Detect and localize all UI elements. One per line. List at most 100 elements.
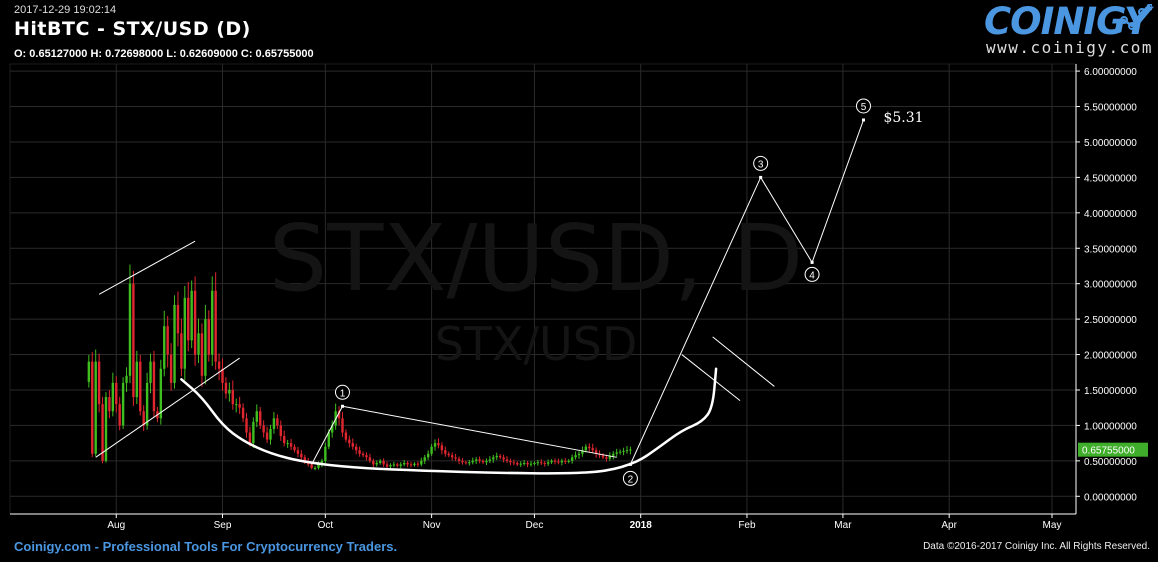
y-tick-label: 0.50000000 (1084, 457, 1137, 468)
candle-body (248, 432, 252, 444)
candle-body (464, 462, 468, 464)
candle-body (567, 460, 570, 462)
ohlc-readout: O: 0.65127000 H: 0.72698000 L: 0.6260900… (14, 48, 314, 60)
y-tick-label: 2.00000000 (1084, 351, 1137, 362)
x-tick-label: 2018 (630, 520, 653, 531)
candle-body (601, 455, 605, 458)
y-tick-label: 3.00000000 (1084, 280, 1137, 291)
y-tick-label: 1.50000000 (1084, 386, 1137, 397)
y-tick-label: 2.50000000 (1084, 315, 1137, 326)
candle-body (200, 333, 204, 376)
wave-point-marker (759, 175, 763, 179)
candle-body (283, 436, 286, 444)
candle-body (413, 463, 416, 466)
candle-body (159, 368, 163, 419)
candle-body (447, 453, 450, 456)
candle-body (293, 446, 296, 451)
candle-body (372, 460, 375, 465)
axes: 0.00000000 0.50000000 1.00000000 1.50000000… (10, 64, 1148, 531)
candle-body (276, 418, 279, 426)
candle-body (344, 432, 348, 440)
candle-body (481, 460, 485, 463)
candle-body (540, 462, 543, 464)
x-tick-label: Oct (318, 520, 334, 531)
candle-body (330, 425, 334, 433)
y-tick-label: 1.00000000 (1084, 421, 1137, 432)
x-tick-label: Dec (526, 520, 544, 531)
candle-body (591, 448, 594, 451)
candle-body (529, 463, 533, 465)
candle-body (420, 460, 423, 465)
candle-body (197, 333, 200, 355)
candle-body (440, 445, 444, 451)
candle-body (87, 361, 91, 382)
candle-body (560, 460, 564, 463)
candle-body (471, 460, 474, 463)
candle-body (433, 443, 437, 447)
candle-body (612, 453, 615, 456)
y-tick-label: 4.50000000 (1084, 173, 1137, 184)
candle-body (608, 455, 612, 459)
candle-body (211, 290, 214, 355)
candle-body (522, 462, 526, 464)
candle-body (224, 382, 228, 394)
candle-body (166, 326, 169, 355)
candle-body (104, 397, 108, 461)
candle-body (337, 411, 341, 419)
candle-body (207, 319, 211, 355)
candle-body (516, 462, 519, 465)
wave-point-marker (861, 118, 865, 122)
candle-body (509, 460, 512, 463)
x-tick-label: May (1043, 520, 1062, 531)
candle-body (570, 457, 574, 461)
x-tick-label: Mar (834, 520, 852, 531)
candle-body (389, 465, 392, 467)
candle-body (125, 375, 128, 383)
candle-body (615, 452, 618, 454)
wave-label-circle (855, 98, 871, 114)
candle-body (231, 389, 234, 405)
candle-body (557, 461, 560, 463)
logo-url: www.coinigy.com (986, 38, 1153, 57)
candle-body (217, 361, 221, 369)
x-tick-label: Nov (423, 520, 441, 531)
candle-body (272, 418, 276, 429)
candle-body (317, 464, 320, 468)
wave-point-marker (628, 462, 632, 466)
candle-body (135, 361, 139, 398)
candle-body (94, 361, 97, 454)
candle-body (262, 425, 265, 433)
candle-body (265, 432, 269, 440)
candle-body (468, 462, 471, 464)
footer-tagline[interactable]: Coinigy.com - Professional Tools For Cry… (14, 539, 398, 554)
wave-label-circle (334, 384, 350, 400)
trend-line-icon (1113, 4, 1152, 33)
candle-body (546, 462, 550, 464)
last-price-tag (1078, 442, 1148, 457)
candle-body (91, 361, 94, 454)
candle-body (574, 455, 577, 458)
candle-body (235, 404, 238, 406)
candle-body (618, 451, 622, 453)
y-tick-label: 0.00000000 (1084, 492, 1137, 503)
candle-body (450, 455, 454, 458)
candle-body (553, 460, 557, 462)
candle-body (121, 382, 125, 426)
cup-handle-curve (180, 367, 718, 475)
candle-body (392, 464, 396, 466)
candle-body (324, 446, 327, 461)
watermark-symbol: STX/USD (435, 317, 638, 371)
candle-body (533, 462, 536, 464)
candle-body (241, 407, 245, 419)
candle-body (378, 460, 382, 463)
candle-body (255, 411, 258, 422)
candle-body (169, 354, 173, 383)
candle-body (375, 462, 378, 465)
candle-body (296, 450, 300, 454)
candle-body (132, 283, 135, 398)
candle-body (152, 361, 156, 412)
coinigy-logo[interactable]: COINIGY www.coinigy.com (984, 0, 1154, 58)
candle-body (409, 464, 413, 466)
wave-label: 2 (628, 474, 634, 485)
